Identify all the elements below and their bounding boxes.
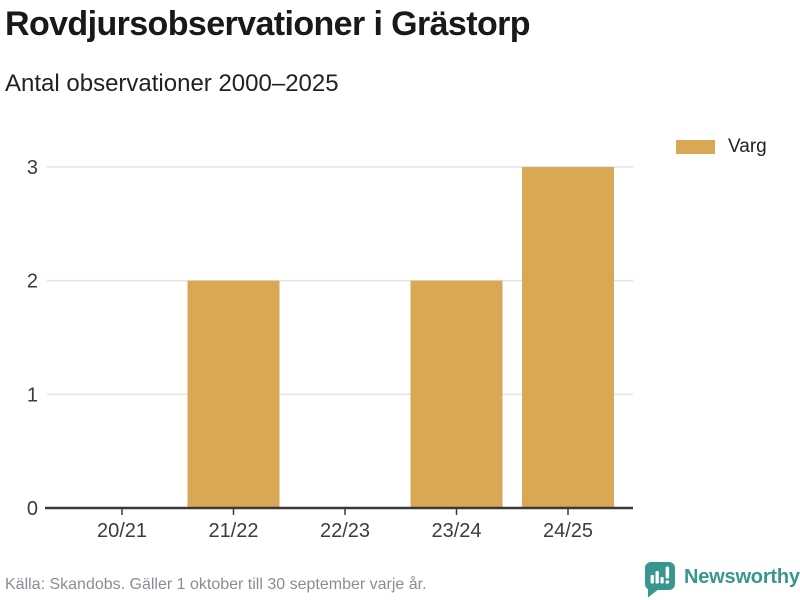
newsworthy-brand-name: Newsworthy — [684, 566, 800, 588]
newsworthy-chart-bubble-icon — [645, 562, 675, 598]
legend-swatch-varg — [676, 140, 715, 154]
x-tick-label-24/25: 24/25 — [543, 520, 593, 542]
y-tick-label-0: 0 — [27, 498, 38, 520]
y-tick-label-2: 2 — [27, 271, 38, 293]
x-tick-label-21/22: 21/22 — [208, 520, 258, 542]
chart-title: Rovdjursobservationer i Grästorp — [5, 5, 531, 43]
bar-23/24 — [410, 280, 503, 508]
x-tick-label-23/24: 23/24 — [431, 520, 481, 542]
y-tick-label-1: 1 — [27, 384, 38, 406]
chart-subtitle: Antal observationer 2000–2025 — [5, 70, 339, 97]
bar-chart: 0 1 2 3 20/21 21/22 22/23 23/24 24/25 — [27, 157, 633, 542]
x-tick-label-20/21: 20/21 — [97, 520, 147, 542]
x-tick-label-22/23: 22/23 — [320, 520, 370, 542]
y-tick-label-3: 3 — [27, 157, 38, 179]
newsworthy-logo: Newsworthy — [644, 561, 800, 598]
bar-21/22 — [187, 280, 280, 508]
legend-label-varg: Varg — [728, 136, 767, 157]
source-note: Källa: Skandobs. Gäller 1 oktober till 3… — [5, 576, 427, 593]
legend: Varg — [676, 136, 767, 158]
bar-24/25 — [522, 167, 614, 508]
